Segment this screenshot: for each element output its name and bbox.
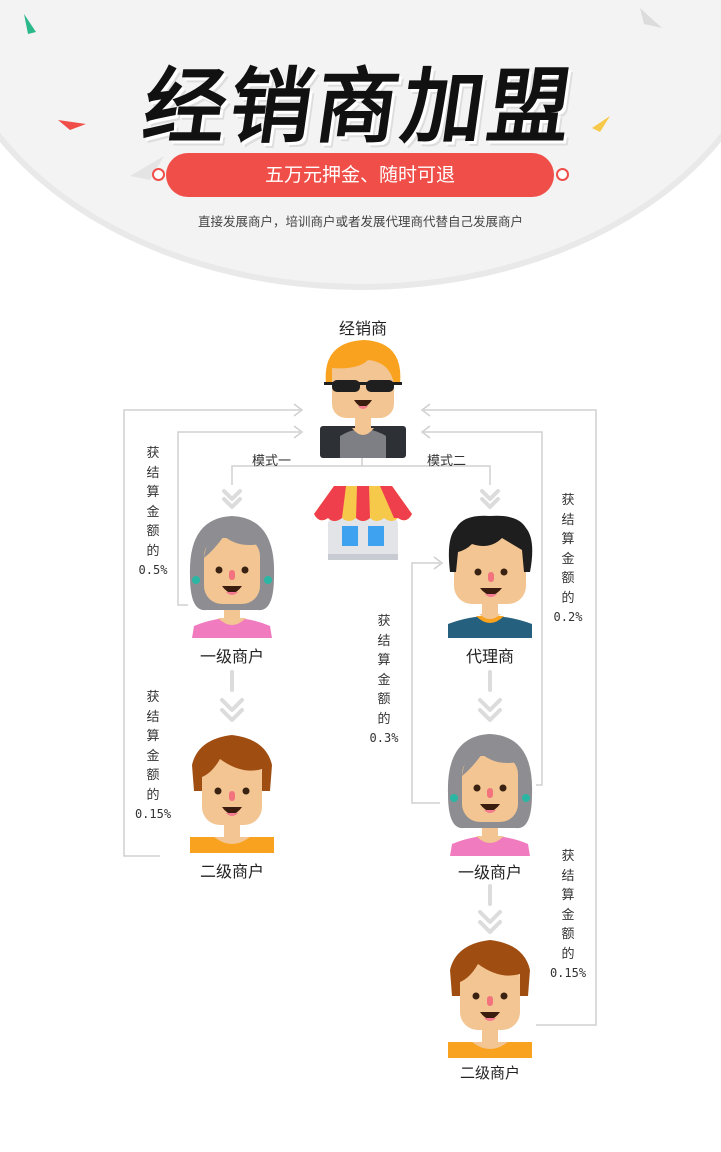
dealer-label: 经销商 [338,319,387,338]
right-inner-connector [424,431,543,786]
right-level1-label: 一级商户 [457,863,522,882]
commission-text: 获结算金额的 [561,849,575,962]
dealer-avatar [320,340,406,458]
green-confetti [24,14,36,34]
mode-one-label: 模式一 [252,454,292,469]
gray-confetti [130,156,164,180]
right-level1-avatar [447,734,533,856]
left-level1-label: 一级商户 [199,647,264,666]
commission-left-level1: 获结算金额的 0.5% [123,444,183,581]
gray-confetti-top [640,8,662,28]
commission-pct: 0.5% [138,563,168,577]
commission-text: 获结算金额的 [146,690,160,803]
left-level2-label: 二级商户 [199,862,264,881]
commission-left-level2: 获结算金额的 0.15% [123,688,183,825]
right-outer-connector [424,409,597,1026]
left-outer-connector [123,409,300,857]
commission-right-level2: 获结算金额的 0.15% [538,847,598,984]
mode-two-label: 模式二 [427,454,467,469]
banner-left-dot [152,168,165,181]
header-decorations [24,8,662,180]
chevron-arrows [220,489,502,934]
commission-pct: 0.15% [134,807,172,821]
commission-text: 获结算金额的 [561,493,575,606]
commission-pct: 0.3% [369,731,399,745]
right-level2-avatar [448,940,532,1058]
commission-pct: 0.2% [553,610,583,624]
banner-right-dot [556,168,569,181]
deposit-banner: 五万元押金、随时可退 [166,153,554,197]
agent-avatar [448,515,533,638]
yellow-confetti [592,116,610,132]
red-confetti [58,120,86,130]
shop-icon [314,486,412,560]
subtitle: 直接发展商户，培训商户或者发展代理商代替自己发展商户 [197,214,523,229]
right-level2-label: 二级商户 [459,1064,520,1082]
mode-split-connector [231,465,491,485]
commission-right-level1: 获结算金额的 0.3% [354,612,414,749]
commission-pct: 0.15% [549,966,587,980]
left-level1-avatar [189,516,275,638]
left-level2-avatar [190,735,274,853]
commission-text: 获结算金额的 [146,446,160,559]
left-inner-connector [177,431,300,606]
commission-text: 获结算金额的 [377,614,391,727]
commission-agent: 获结算金额的 0.2% [538,491,598,628]
agent-connector [411,562,440,804]
agent-label: 代理商 [465,647,514,666]
